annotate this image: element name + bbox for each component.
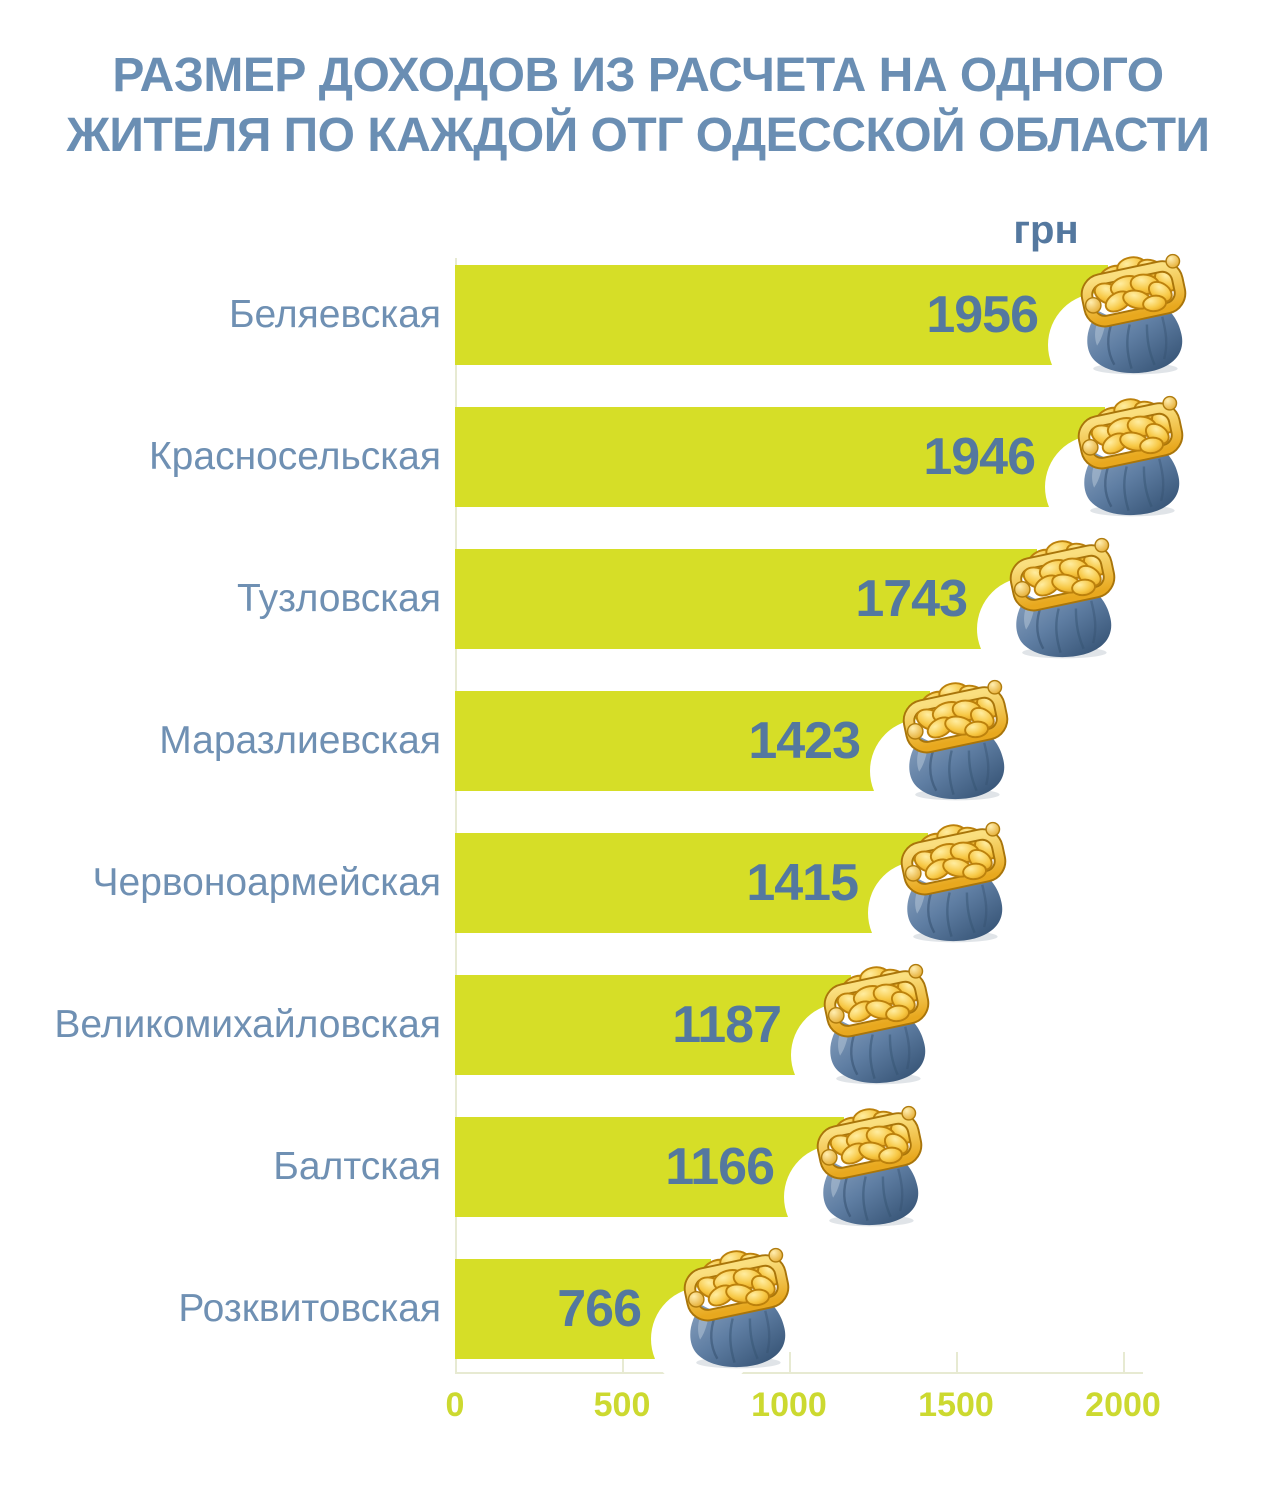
bar	[455, 691, 930, 791]
coin-purse	[819, 961, 934, 1085]
category-label: Тузловская	[237, 577, 441, 620]
category-label: Балтская	[273, 1145, 441, 1188]
coin-purse	[898, 677, 1013, 801]
bar	[455, 975, 851, 1075]
coin-purse	[679, 1245, 794, 1369]
category-label: Беляевская	[228, 293, 441, 336]
page-title-line2: ЖИТЕЛЯ ПО КАЖДОЙ ОТГ ОДЕССКОЙ ОБЛАСТИ	[66, 109, 1210, 162]
coin-purse	[812, 1103, 927, 1227]
x-axis-tick	[1123, 1352, 1125, 1372]
bar	[455, 265, 1108, 365]
category-label: Маразлиевская	[159, 719, 441, 762]
bar-value: 1743	[855, 570, 968, 628]
bar-value: 1415	[746, 854, 859, 912]
bar	[455, 1117, 844, 1217]
bar	[455, 833, 928, 933]
category-label: Великомихайловская	[54, 1003, 441, 1046]
x-axis-tick-label: 500	[593, 1386, 651, 1424]
bar-value: 1956	[926, 286, 1039, 344]
page-title: РАЗМЕР ДОХОДОВ ИЗ РАСЧЕТА НА ОДНОГО ЖИТЕ…	[0, 46, 1276, 166]
coin-purse	[1073, 393, 1188, 517]
bar-value: 1166	[665, 1138, 775, 1196]
x-axis-tick-label: 1500	[918, 1386, 994, 1424]
x-axis-tick	[455, 1352, 457, 1372]
bar	[455, 407, 1105, 507]
x-axis-tick-label: 2000	[1085, 1386, 1161, 1424]
bar	[455, 549, 1037, 649]
coin-purse-icon	[1009, 537, 1116, 659]
coin-purse-icon	[900, 821, 1007, 943]
category-label: Розквитовская	[178, 1287, 441, 1330]
coin-purse	[1005, 535, 1120, 659]
y-axis-line	[455, 258, 457, 1373]
coin-purse	[896, 819, 1011, 943]
x-axis-tick-label: 1000	[751, 1386, 827, 1424]
x-axis-line	[455, 1372, 1143, 1374]
coin-purse-icon	[902, 679, 1009, 801]
coin-purse-icon	[1077, 395, 1184, 517]
unit-label: грн	[1013, 208, 1079, 252]
coin-purse-icon	[816, 1105, 923, 1227]
bar-value: 1423	[748, 712, 861, 770]
category-label: Красносельская	[148, 435, 441, 478]
x-axis-tick	[789, 1352, 791, 1372]
x-axis-tick	[622, 1352, 624, 1372]
category-label: Червоноармейская	[92, 861, 441, 904]
coin-purse-icon	[683, 1247, 790, 1369]
x-axis-tick	[956, 1352, 958, 1372]
coin-purse-icon	[823, 963, 930, 1085]
bar-value: 1946	[923, 428, 1036, 486]
coin-purse-icon	[1080, 253, 1187, 375]
coin-purse	[1076, 251, 1191, 375]
page-title-line1: РАЗМЕР ДОХОДОВ ИЗ РАСЧЕТА НА ОДНОГО	[112, 49, 1164, 102]
bar-value: 1187	[672, 996, 782, 1054]
bar-value: 766	[557, 1280, 642, 1338]
x-axis-tick-label: 0	[445, 1386, 465, 1424]
